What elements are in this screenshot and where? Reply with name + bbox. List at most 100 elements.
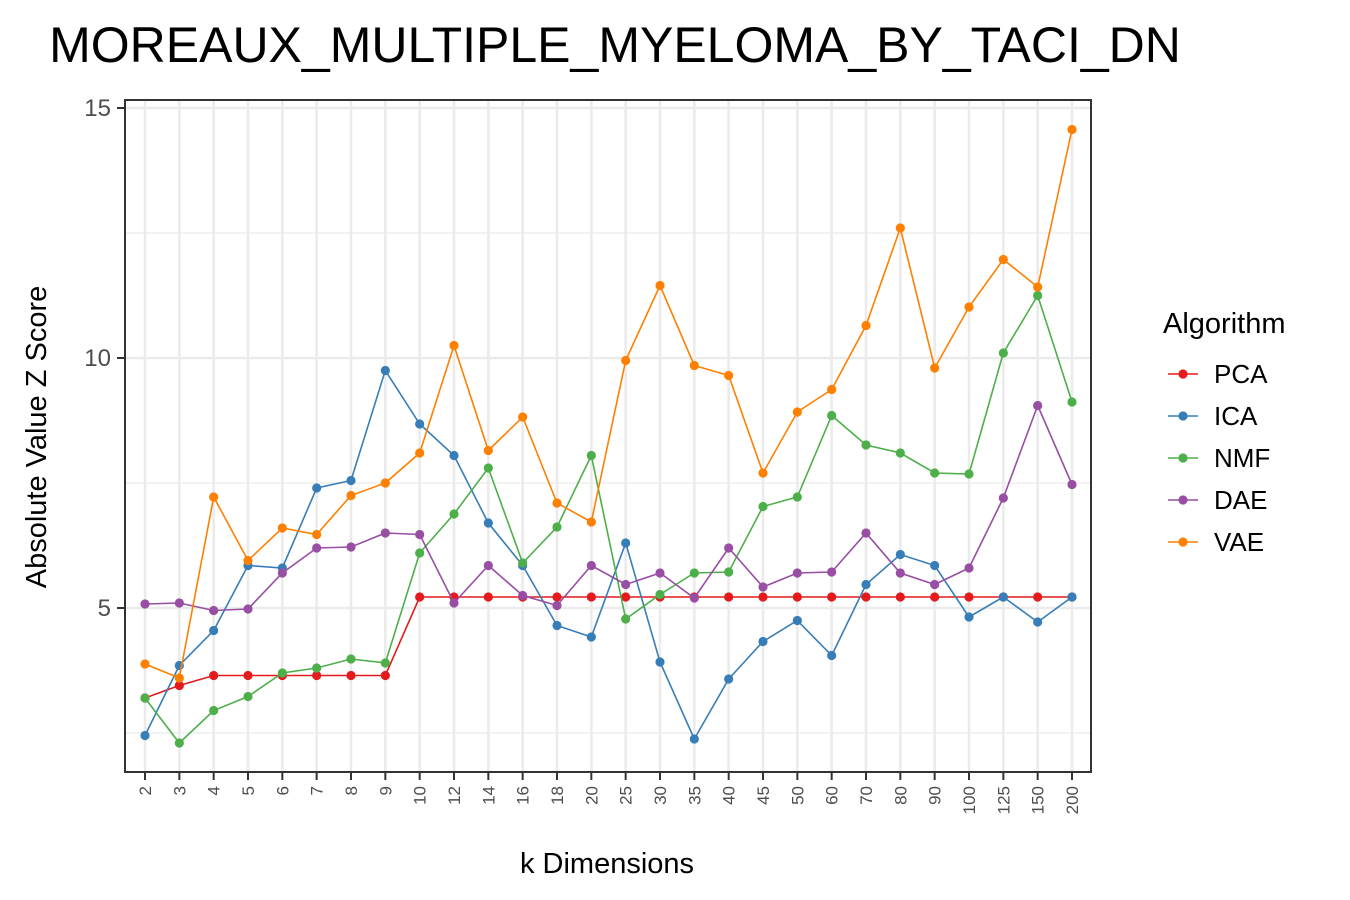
x-tick-label: 14 [479,786,498,805]
data-point-nmf [518,558,528,568]
data-point-dae [689,593,699,603]
x-tick-label: 150 [1029,786,1048,814]
x-tick-label: 12 [445,786,464,805]
series-nmf [140,290,1077,748]
data-point-vae [689,360,699,371]
data-point-dae [174,598,184,608]
series-line-nmf [144,293,1073,745]
data-point-ica [930,560,940,571]
data-point-pca [621,592,631,602]
data-point-ica [483,518,493,528]
x-tick-label: 18 [548,786,567,805]
data-point-nmf [380,658,390,668]
data-point-ica [140,730,150,741]
data-point-ica [552,620,562,631]
data-point-pca [243,670,253,681]
data-point-ica [792,615,802,626]
data-point-pca [792,592,802,602]
data-point-pca [930,592,940,602]
legend-label: DAE [1214,485,1267,515]
data-point-ica [1033,617,1043,627]
x-tick-label: 30 [651,786,670,805]
data-point-pca [895,592,905,602]
data-point-nmf [209,705,219,716]
data-point-ica [827,650,837,661]
data-point-vae [277,523,287,533]
data-point-dae [449,598,459,608]
data-point-dae [655,568,665,578]
data-point-pca [174,680,184,691]
x-tick-label: 8 [342,786,361,795]
data-point-vae [483,445,493,456]
data-point-nmf [861,440,871,450]
data-point-ica [209,625,219,636]
data-point-dae [964,563,974,573]
data-point-dae [586,560,596,571]
data-point-dae [140,599,150,609]
x-tick-label: 10 [411,786,430,805]
legend-title: Algorithm [1163,308,1286,340]
data-point-vae [380,478,390,488]
data-point-ica [621,538,631,548]
data-point-dae [792,568,802,578]
x-tick-label: 200 [1063,786,1082,814]
data-point-vae [895,223,905,233]
data-point-vae [621,355,631,366]
data-point-nmf [415,548,425,558]
x-tick-label: 70 [857,786,876,805]
data-point-vae [1033,282,1043,292]
data-point-nmf [312,663,322,673]
x-tick-label: 90 [926,786,945,805]
data-point-dae [552,600,562,611]
data-point-ica [861,579,871,590]
legend-item-vae: VAE [1168,527,1264,557]
data-point-dae [312,543,322,553]
data-point-nmf [346,654,356,664]
data-point-vae [449,340,459,351]
data-point-nmf [1033,290,1043,301]
data-point-vae [861,320,871,331]
data-point-nmf [449,509,459,519]
data-point-nmf [689,568,699,578]
x-tick-label: 3 [170,786,189,795]
data-point-nmf [552,522,562,532]
y-tick-label: 5 [98,595,111,622]
x-tick-label: 25 [617,786,636,805]
series-line-pca [144,596,1072,699]
data-point-nmf [277,668,287,678]
y-axis-title: Absolute Value Z Score [21,286,53,589]
series-dae [140,400,1077,616]
data-point-pca [483,592,493,602]
legend-key-point [1178,495,1188,505]
data-point-pca [861,592,871,602]
x-tick-label: 50 [788,786,807,805]
data-point-pca [346,670,356,681]
data-point-ica [346,475,356,486]
data-point-nmf [483,463,493,473]
data-point-nmf [174,738,184,748]
data-point-vae [1067,124,1077,135]
x-tick-label: 100 [960,786,979,814]
data-point-nmf [895,448,905,458]
data-point-nmf [758,501,768,512]
legend-item-ica: ICA [1168,401,1258,431]
data-point-pca [380,670,390,681]
x-tick-label: 45 [754,786,773,805]
series-vae [140,124,1077,683]
data-point-pca [827,592,837,602]
data-point-vae [964,302,974,312]
legend-key-point [1178,537,1188,547]
data-point-nmf [655,589,665,600]
data-point-ica [586,632,596,642]
data-point-vae [346,490,356,501]
x-tick-label: 2 [136,786,155,795]
x-tick-label: 20 [582,786,601,805]
series-line-vae [144,129,1073,680]
data-point-vae [758,468,768,478]
x-tick-label: 125 [994,786,1013,814]
data-point-ica [380,365,390,376]
x-tick-label: 5 [239,786,258,795]
data-point-dae [243,604,253,614]
data-point-vae [518,412,528,422]
